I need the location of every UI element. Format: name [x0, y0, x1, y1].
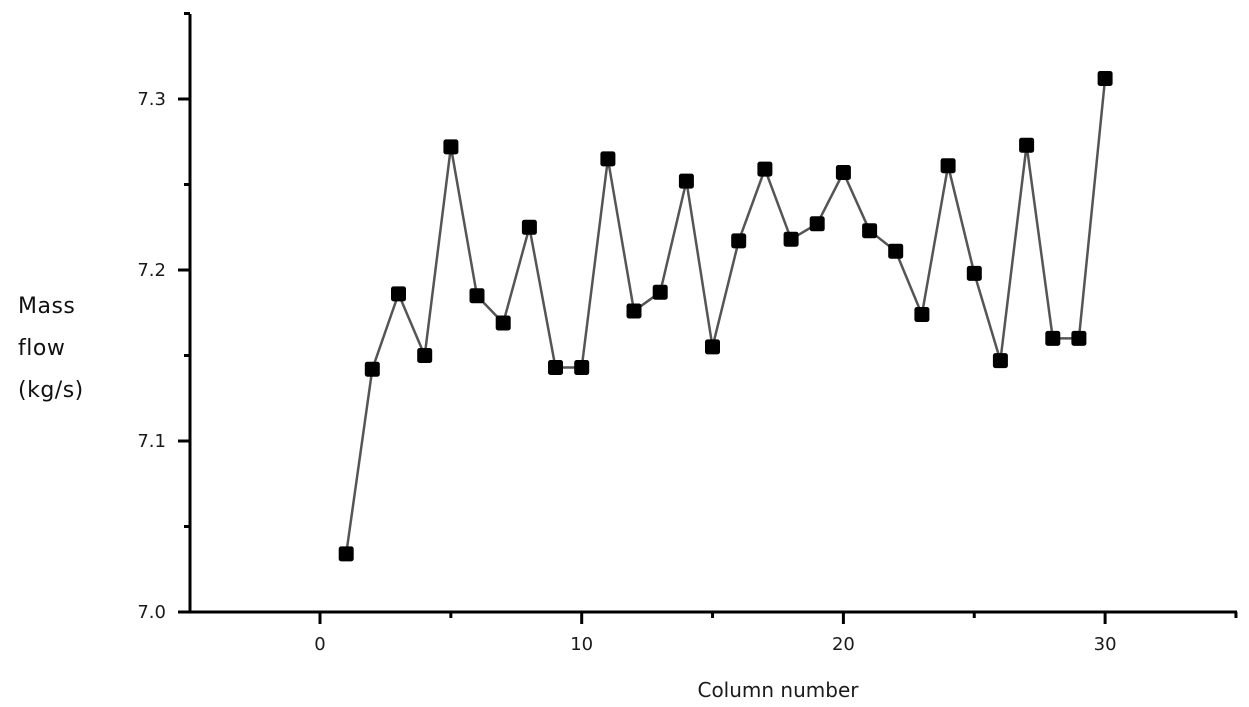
data-point-marker: [443, 139, 459, 155]
series-group: [338, 71, 1113, 562]
x-tick-label: 10: [570, 634, 593, 655]
y-tick-label: 7.2: [137, 260, 166, 281]
y-axis-label-line: (kg/s): [18, 378, 84, 403]
data-point-marker: [835, 165, 851, 180]
data-point-marker: [1071, 330, 1087, 346]
axes: [188, 14, 1237, 614]
data-point-marker: [574, 360, 590, 375]
data-point-marker: [940, 158, 956, 174]
x-tick-label: 20: [832, 634, 855, 655]
y-tick-label: 7.1: [137, 431, 166, 452]
data-point-marker: [783, 231, 799, 247]
data-point-marker: [417, 348, 433, 363]
data-point-marker: [364, 361, 380, 377]
data-point-marker: [705, 339, 720, 355]
data-point-marker: [1097, 71, 1113, 86]
data-point-marker: [966, 265, 982, 281]
x-tick-label: 0: [314, 634, 325, 655]
x-axis-label: Column number: [697, 678, 859, 702]
data-point-marker: [521, 219, 537, 235]
data-point-marker: [888, 243, 904, 259]
data-point-marker: [1019, 137, 1035, 153]
data-point-marker: [914, 307, 930, 322]
x-tick-label: 30: [1094, 634, 1117, 655]
y-axis-label-line: flow: [18, 336, 66, 361]
data-point-marker: [862, 223, 878, 239]
data-point-marker: [992, 353, 1008, 369]
y-tick-label: 7.0: [137, 602, 166, 623]
data-point-marker: [495, 315, 511, 331]
data-point-marker: [469, 288, 485, 304]
data-point-marker: [600, 151, 616, 167]
data-point-marker: [626, 303, 642, 319]
series-line: [344, 78, 1107, 555]
data-point-marker: [809, 216, 825, 232]
ticks: 7.0 7.1 7.2 7.3 0 10 20 30: [137, 12, 1238, 655]
data-point-marker: [757, 161, 773, 177]
data-point-marker: [548, 360, 563, 375]
y-tick-label: 7.3: [137, 89, 166, 110]
data-point-marker: [678, 173, 694, 189]
data-point-marker: [1045, 330, 1061, 346]
data-point-marker: [338, 546, 354, 562]
data-point-marker: [731, 233, 747, 249]
data-point-marker: [652, 284, 668, 300]
y-axis-label-line: Mass: [18, 294, 76, 319]
data-point-marker: [391, 286, 406, 302]
